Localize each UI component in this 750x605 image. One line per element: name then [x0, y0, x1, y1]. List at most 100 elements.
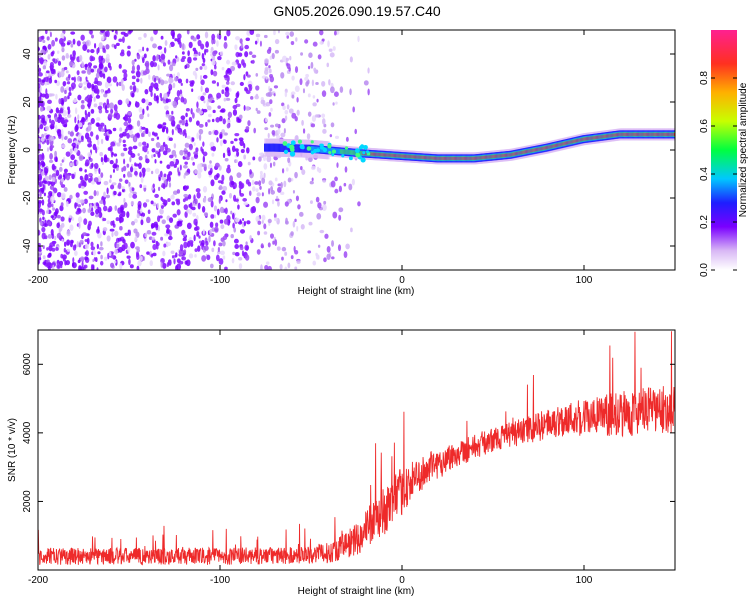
noise-cell: [265, 117, 268, 123]
noise-cell: [70, 239, 74, 244]
noise-cell: [167, 198, 171, 202]
noise-cell: [127, 111, 132, 116]
noise-cell: [164, 144, 168, 151]
noise-cell: [309, 200, 313, 204]
noise-cell: [211, 227, 216, 232]
noise-cell: [226, 30, 231, 37]
noise-cell: [154, 158, 157, 164]
noise-cell: [156, 136, 160, 140]
noise-cell: [208, 170, 212, 176]
noise-cell: [93, 103, 98, 108]
noise-cell: [239, 192, 245, 197]
noise-cell: [138, 49, 143, 53]
noise-cell: [198, 51, 201, 57]
noise-cell: [201, 255, 207, 262]
noise-cell: [168, 171, 173, 176]
noise-cell: [42, 245, 45, 250]
noise-cell: [94, 214, 100, 218]
noise-cell: [256, 110, 261, 114]
noise-cell: [259, 185, 262, 190]
noise-cell: [269, 162, 272, 168]
noise-cell: [204, 87, 210, 94]
noise-cell: [267, 265, 272, 270]
ridge-speckle: [327, 144, 332, 149]
noise-cell: [109, 228, 115, 232]
noise-cell: [214, 162, 220, 168]
noise-cell: [197, 202, 201, 210]
noise-cell: [65, 52, 69, 59]
noise-cell: [146, 230, 152, 235]
noise-cell: [151, 236, 155, 241]
noise-cell: [93, 96, 96, 102]
noise-cell: [207, 197, 213, 203]
noise-cell: [44, 115, 49, 122]
noise-cell: [99, 260, 104, 266]
noise-cell: [184, 147, 187, 152]
noise-cell: [202, 185, 208, 193]
noise-cell: [172, 213, 177, 218]
noise-cell: [59, 162, 63, 167]
snr-y-label: SNR (10 * v/v): [7, 418, 18, 482]
noise-cell: [321, 118, 326, 125]
noise-cell: [74, 202, 78, 207]
noise-cell: [294, 171, 298, 179]
noise-cell: [289, 55, 292, 61]
noise-cell: [38, 82, 41, 89]
noise-cell: [227, 111, 233, 118]
noise-cell: [217, 246, 220, 253]
noise-cell: [46, 247, 49, 251]
noise-cell: [72, 55, 76, 59]
noise-cell: [250, 95, 254, 100]
noise-cell: [234, 198, 239, 202]
noise-cell: [85, 113, 88, 120]
ridge-speckle: [297, 139, 303, 144]
noise-cell: [331, 240, 334, 247]
noise-cell: [183, 164, 188, 169]
colorbar-gradient: [711, 30, 737, 270]
noise-cell: [215, 222, 219, 228]
noise-cell: [63, 95, 68, 103]
noise-cell: [97, 105, 103, 110]
noise-cell: [54, 235, 57, 241]
noise-cell: [157, 45, 163, 50]
noise-cell: [200, 79, 205, 86]
noise-cell: [192, 47, 197, 52]
noise-cell: [145, 158, 150, 164]
noise-cell: [333, 91, 339, 97]
noise-cell: [178, 37, 181, 44]
noise-cell: [296, 225, 299, 232]
noise-cell: [64, 260, 67, 266]
noise-cell: [307, 250, 312, 254]
noise-cell: [202, 108, 208, 113]
noise-cell: [140, 77, 143, 84]
noise-cell: [44, 76, 49, 82]
noise-cell: [188, 143, 193, 151]
noise-cell: [77, 259, 81, 264]
noise-cell: [102, 227, 108, 232]
noise-cell: [198, 123, 204, 128]
noise-cell: [139, 171, 142, 178]
noise-cell: [69, 131, 74, 137]
noise-cell: [219, 206, 225, 214]
noise-cell: [227, 152, 231, 157]
noise-cell: [113, 34, 117, 40]
noise-cell: [265, 75, 268, 80]
noise-cell: [122, 165, 127, 172]
noise-cell: [293, 245, 296, 253]
noise-cell: [139, 207, 143, 214]
noise-cell: [128, 146, 133, 151]
noise-cell: [326, 253, 331, 260]
noise-cell: [219, 51, 224, 56]
noise-cell: [146, 167, 151, 173]
noise-cell: [221, 89, 225, 95]
ridge-speckle: [310, 140, 314, 144]
noise-cell: [244, 44, 250, 50]
colorbar-label: Normalized spectral amplitude: [738, 82, 749, 217]
noise-cell: [113, 190, 117, 196]
noise-cell: [196, 101, 199, 109]
x-tick-label: -100: [210, 275, 230, 286]
noise-cell: [42, 255, 46, 260]
noise-cell: [85, 39, 91, 47]
noise-cell: [145, 127, 149, 135]
